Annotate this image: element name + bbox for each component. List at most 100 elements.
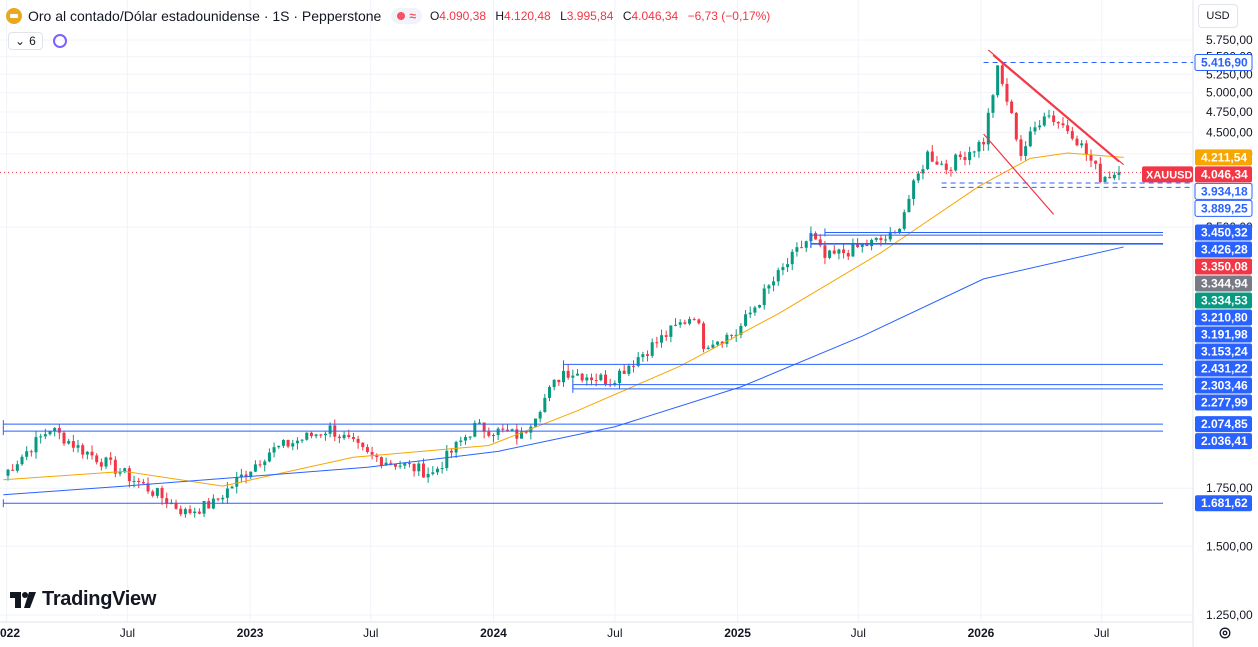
candle-body [590, 377, 594, 381]
candle-body [884, 239, 888, 241]
candle-body [361, 442, 365, 448]
candle-body [744, 314, 748, 326]
candle-body [1000, 65, 1004, 84]
candle-body [940, 163, 944, 165]
candle-body [43, 434, 47, 437]
candle-body [351, 436, 355, 439]
candle-body [20, 456, 24, 465]
price-scale-label: 3.426,28 [1201, 242, 1248, 256]
symbol-title[interactable]: Oro al contado/Dólar estadounidense · 1S… [28, 8, 382, 24]
price-scale-label: 2.036,41 [1201, 434, 1248, 448]
candle-body [571, 375, 575, 378]
candle-body [781, 267, 785, 271]
candle-body [1052, 115, 1056, 122]
candle-body [356, 438, 360, 443]
candle-body [71, 441, 75, 448]
candle-body [636, 357, 640, 366]
candle-body [435, 468, 439, 473]
candle-body [734, 334, 738, 336]
candle-body [104, 457, 108, 467]
candle-body [711, 344, 715, 348]
candle-body [174, 502, 178, 509]
candle-body [342, 434, 346, 439]
currency-selector[interactable]: USD [1198, 4, 1238, 28]
tradingview-logo: TradingView [10, 588, 156, 611]
price-axis-tick-label: 1.500,00 [1206, 539, 1253, 553]
ohlc-open-key: O [429, 9, 440, 23]
indicators-collapse-button[interactable]: ⌄ 6 [8, 32, 43, 50]
candle-body [814, 233, 818, 240]
candle-body [963, 157, 967, 161]
ohlc-low-key: L [560, 9, 567, 23]
price-scale-label: 4.046,34 [1201, 167, 1248, 181]
price-scale-label-box [1195, 495, 1252, 512]
ohlc-close-value: 4.046,34 [631, 9, 679, 23]
candle-body [370, 452, 374, 455]
time-axis-tick-label: Jul [607, 626, 622, 640]
candle-body [57, 427, 61, 433]
candle-body [328, 425, 332, 434]
price-scale-label: 2.277,99 [1201, 395, 1248, 409]
price-scale-label-box [1195, 166, 1252, 183]
candle-body [622, 370, 626, 374]
candle-body [505, 429, 509, 432]
refresh-icon[interactable] [52, 34, 67, 48]
trend-line [992, 54, 1120, 163]
candle-body [716, 341, 720, 345]
candle-body [473, 422, 477, 437]
price-scale-label-box [1195, 343, 1252, 360]
price-axis-tick-label: 1.250,00 [1206, 608, 1253, 622]
candle-body [403, 463, 407, 466]
candle-body [655, 342, 659, 344]
price-scale-label-box [1195, 149, 1252, 166]
candle-body [758, 305, 762, 308]
candle-body [762, 288, 766, 306]
candle-body [958, 154, 962, 158]
tradingview-logo-text: TradingView [42, 588, 157, 610]
candle-body [916, 173, 920, 181]
candle-body [627, 365, 631, 374]
candle-body [566, 370, 570, 378]
candle-body [678, 322, 682, 325]
candle-body [337, 436, 341, 439]
market-status-pill[interactable]: ≈ [391, 8, 422, 24]
price-scale-label: 2.303,46 [1201, 378, 1248, 392]
candle-body [772, 281, 776, 286]
price-scale-label-box [1194, 182, 1253, 200]
price-scale-label-box [1195, 394, 1252, 411]
candle-body [398, 465, 402, 467]
candle-body [818, 239, 822, 246]
candle-body [300, 439, 304, 441]
candle-body [95, 455, 99, 463]
candle-body [748, 312, 752, 315]
candle-body [800, 247, 804, 249]
candle-body [76, 445, 80, 448]
candle-body [463, 437, 467, 441]
candle-body [6, 469, 10, 476]
candle-body [235, 477, 239, 487]
gear-icon[interactable] [1218, 626, 1232, 640]
candle-body [1024, 146, 1028, 156]
candle-body [267, 452, 271, 462]
candle-body [977, 141, 981, 152]
candle-body [519, 431, 523, 439]
candle-body [291, 443, 295, 447]
candle-body [1108, 176, 1112, 179]
price-scale-label-box [1195, 258, 1252, 275]
delayed-data-icon: ≈ [409, 9, 416, 23]
ohlc-low-value: 3.995,84 [566, 9, 614, 23]
candle-body [230, 486, 234, 489]
candle-body [496, 428, 500, 436]
chart-header: Oro al contado/Dólar estadounidense · 1S… [6, 6, 770, 26]
candle-body [832, 250, 836, 254]
candle-body [160, 488, 164, 499]
price-axis-tick-label: 4.500,00 [1206, 125, 1253, 139]
candle-body [865, 244, 869, 247]
candle-body [501, 428, 505, 430]
candle-body [720, 341, 724, 344]
candle-body [594, 380, 598, 382]
candle-body [81, 445, 85, 455]
candle-body [113, 459, 117, 474]
candle-body [683, 322, 687, 324]
